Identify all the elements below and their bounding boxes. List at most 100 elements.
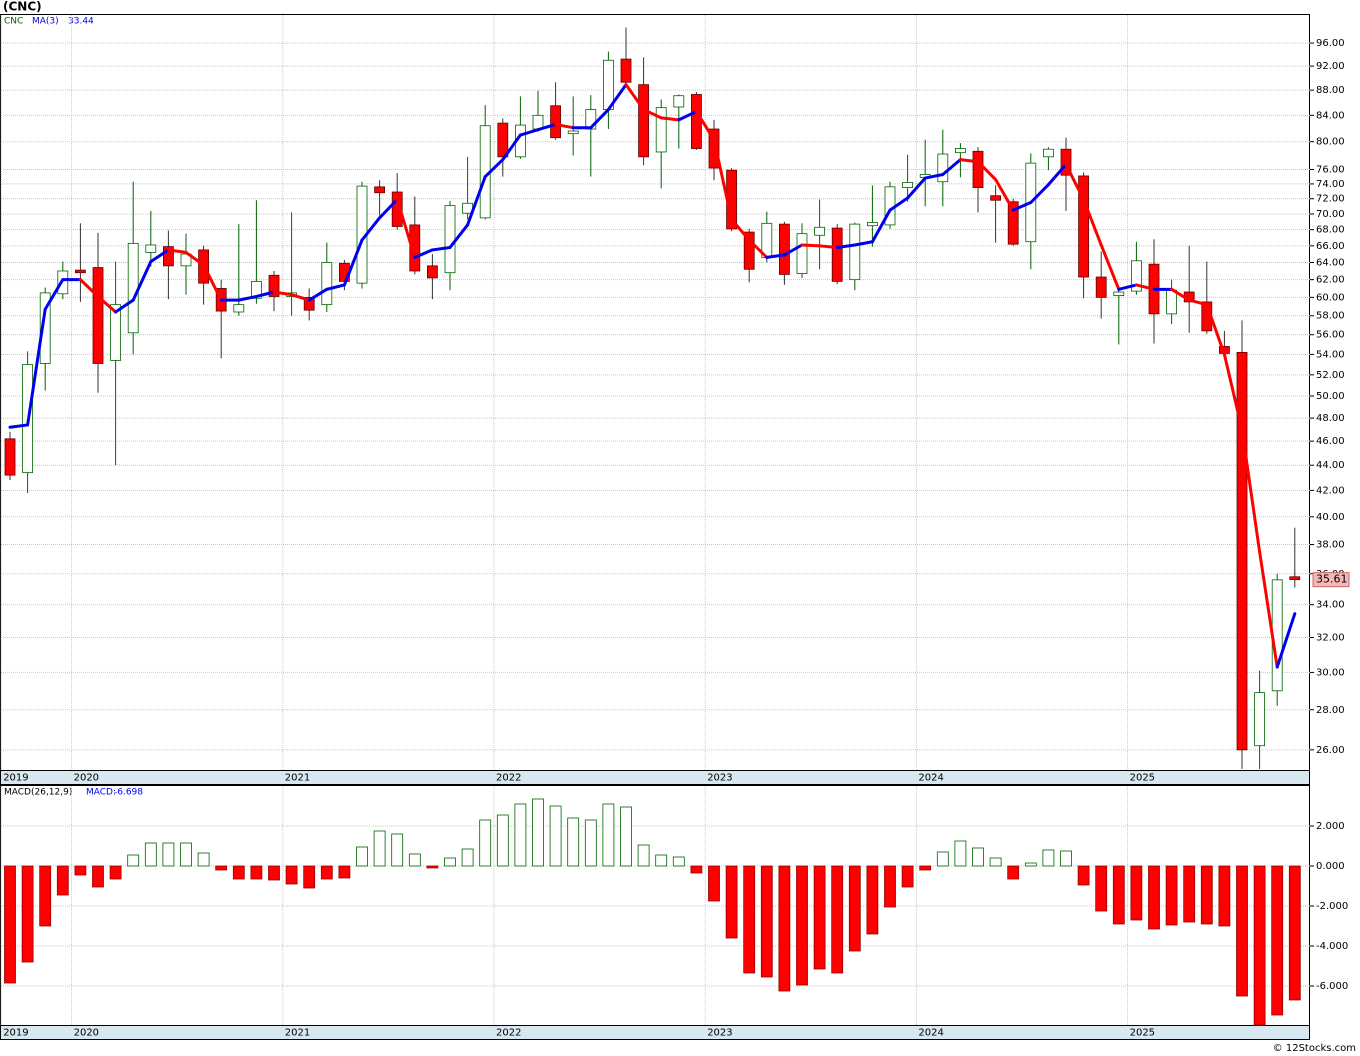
macd-bar — [92, 865, 104, 888]
candle-body — [110, 304, 121, 361]
x-tick-label: 2022 — [496, 1028, 521, 1039]
x-tick-label: 2023 — [707, 1028, 732, 1039]
macd-bar — [39, 865, 52, 927]
y-tick-label: 32.00 — [1316, 633, 1345, 644]
candle-body — [550, 105, 561, 139]
candle-body — [902, 182, 913, 188]
macd-bar — [232, 865, 245, 880]
macd-bar — [21, 865, 34, 963]
macd-bar — [338, 865, 351, 879]
ma-segment — [554, 122, 575, 130]
macd-bar — [356, 846, 368, 867]
ma-segment — [1064, 163, 1086, 201]
candle-body — [321, 262, 333, 306]
macd-date-strip — [0, 1025, 1310, 1040]
candle-body — [673, 95, 685, 108]
ma-segment — [1099, 243, 1121, 291]
macd-bar — [320, 865, 333, 880]
ma-segment — [1082, 197, 1103, 247]
ma-segment — [589, 108, 610, 130]
macd-bar — [919, 865, 932, 871]
macd-bar — [1024, 862, 1037, 867]
ma-segment — [43, 278, 65, 311]
macd-bar — [109, 865, 122, 880]
macd-bar — [972, 847, 984, 867]
ma-segment — [114, 298, 135, 314]
y-tick-label: 44.00 — [1316, 460, 1345, 471]
ma-segment — [378, 197, 399, 220]
y-tick-label: 40.00 — [1316, 512, 1345, 523]
ma-segment — [730, 217, 751, 242]
macd-bar — [391, 833, 404, 867]
macd-bar — [285, 865, 298, 885]
ma-segment — [958, 158, 980, 164]
macd-bar — [250, 865, 263, 880]
y-tick-label: 96.00 — [1316, 38, 1345, 49]
candle-body — [655, 107, 667, 153]
y-tick-label: 56.00 — [1316, 330, 1345, 341]
macd-bar — [56, 865, 69, 896]
y-tick-label: 50.00 — [1316, 391, 1345, 402]
candle-body — [127, 242, 139, 334]
candle-body — [391, 191, 403, 227]
macd-bar — [866, 865, 879, 935]
y-tick-label: 46.00 — [1316, 436, 1345, 447]
candle-body — [814, 226, 825, 236]
ma-segment — [1222, 352, 1244, 432]
macd-bar — [180, 842, 192, 867]
ma-segment — [659, 116, 681, 122]
ma-segment — [26, 307, 47, 427]
x-tick-label: 2021 — [285, 773, 310, 784]
ma-segment — [342, 238, 364, 287]
y-tick-label: 52.00 — [1316, 370, 1345, 381]
y-tick-label: 60.00 — [1316, 292, 1345, 303]
footer: © 12Stocks.com — [1273, 1043, 1356, 1054]
candle-body — [955, 148, 966, 154]
macd-bar — [884, 865, 896, 908]
macd-bar — [1253, 865, 1266, 1026]
ma-segment — [818, 244, 839, 249]
ma-segment — [1011, 201, 1033, 212]
ma-segment — [413, 248, 434, 259]
macd-bar — [1095, 865, 1108, 912]
candle-body — [532, 114, 544, 130]
candle-body — [426, 265, 438, 279]
candle-body — [162, 246, 174, 267]
candle-body — [567, 130, 579, 135]
ma-segment — [430, 245, 452, 252]
macd-bar — [197, 852, 210, 867]
last-price-box — [1312, 572, 1350, 588]
candle-body — [1289, 576, 1301, 581]
ma-segment — [536, 122, 558, 132]
ma-segment — [712, 138, 734, 221]
macd-bar — [426, 865, 439, 869]
x-tick-label: 2025 — [1130, 773, 1155, 784]
macd-bar — [637, 844, 650, 867]
macd-bar — [954, 840, 967, 867]
ma-segment — [747, 238, 769, 259]
ma-segment — [1046, 163, 1068, 187]
candle-body — [444, 205, 456, 274]
ma-segment — [765, 253, 786, 259]
ma-segment — [1275, 612, 1297, 669]
candle-body — [145, 244, 157, 253]
ma-segment — [1258, 550, 1279, 669]
macd-title: MACD(26,12,9) — [4, 788, 72, 798]
ma-segment — [1117, 283, 1138, 291]
macd-bar — [1183, 865, 1196, 923]
macd-bar — [655, 854, 668, 867]
ma-segment — [96, 294, 118, 314]
ma-segment — [78, 278, 100, 298]
macd-bar — [1130, 865, 1143, 921]
macd-bar — [1236, 865, 1248, 997]
candle-body — [303, 296, 315, 311]
ma-segment — [290, 293, 311, 302]
ma-segment — [1187, 298, 1209, 307]
candle-body — [937, 153, 949, 183]
y-tick-label: 92.00 — [1316, 61, 1345, 72]
macd-bar — [215, 865, 228, 871]
x-tick-label: 2022 — [496, 773, 521, 784]
macd-bar — [549, 805, 562, 867]
ma-segment — [870, 208, 892, 244]
